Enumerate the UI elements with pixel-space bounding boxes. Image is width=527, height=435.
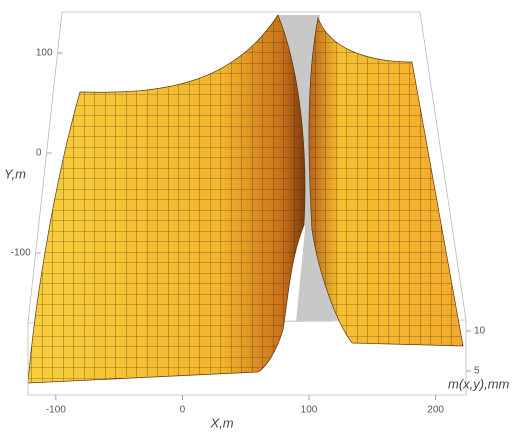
z-tick-label: 10 [474,326,486,337]
surface-left-sheet [27,14,306,384]
x-tick-label: 0 [180,405,186,416]
bounding-box-front [27,320,467,396]
y-axis-title: Y,m [4,166,26,181]
surface-right-sheet [308,16,464,347]
x-tick-label: -100 [46,405,66,416]
x-tick-label: 100 [301,405,318,416]
y-tick-label: -100 [11,248,31,259]
y-tick-label: 0 [36,148,42,159]
z-tick-label: 5 [474,366,480,377]
z-axis-title: m(x,y),mm [448,376,510,391]
x-tick-label: 200 [427,405,444,416]
x-axis-title: X,m [209,415,233,430]
y-tick-label: 100 [36,48,53,59]
